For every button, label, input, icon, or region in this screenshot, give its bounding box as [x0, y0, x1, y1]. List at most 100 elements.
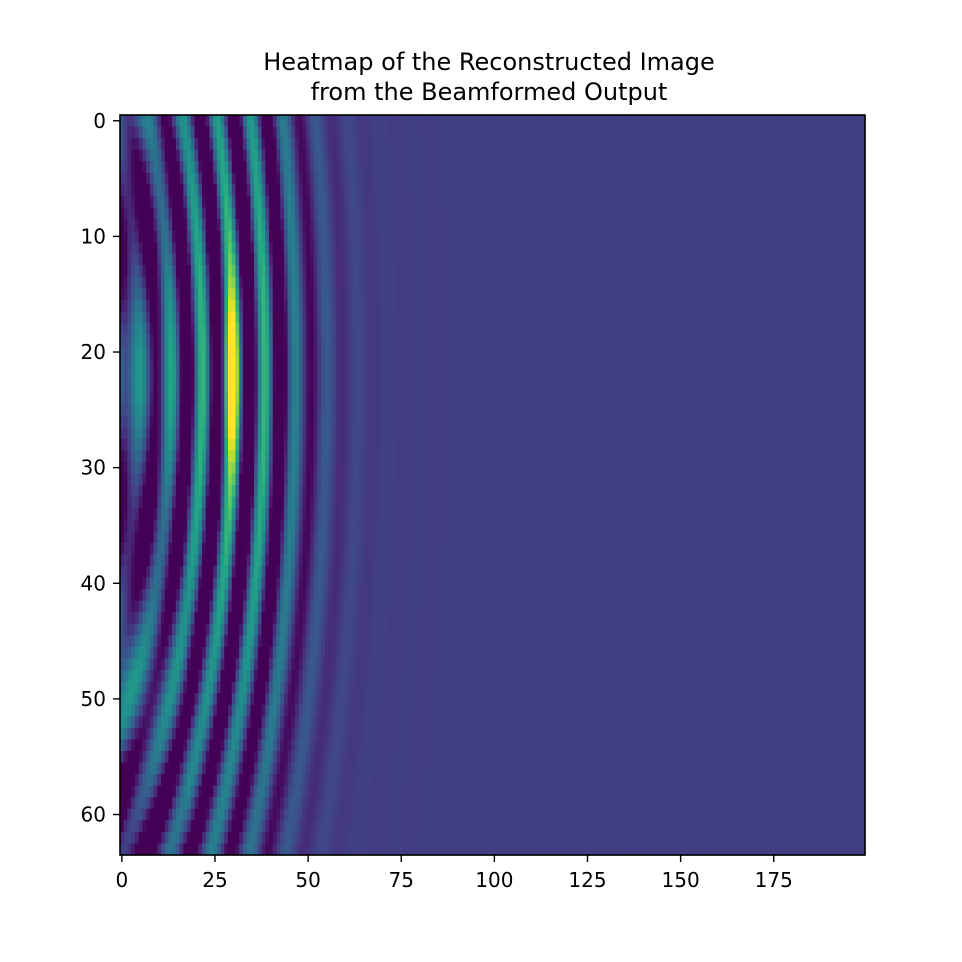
heatmap-cell	[265, 311, 270, 324]
heatmap-cell	[339, 219, 345, 232]
heatmap-cell	[693, 172, 698, 185]
heatmap-cell	[570, 311, 576, 324]
heatmap-cell	[432, 253, 438, 266]
heatmap-cell	[365, 195, 371, 209]
heatmap-cell	[377, 184, 382, 197]
heatmap-cell	[727, 253, 732, 266]
heatmap-cell	[570, 288, 576, 301]
heatmap-cell	[447, 288, 453, 301]
heatmap-cell	[816, 184, 821, 197]
heatmap-cell	[581, 334, 587, 347]
heatmap-cell	[756, 288, 762, 301]
heatmap-cell	[332, 242, 337, 255]
heatmap-cell	[585, 265, 590, 278]
heatmap-cell	[477, 380, 482, 394]
heatmap-cell	[540, 195, 546, 209]
heatmap-cell	[175, 311, 181, 324]
heatmap-cell	[812, 369, 818, 382]
heatmap-cell	[559, 369, 564, 382]
heatmap-cell	[660, 207, 665, 220]
heatmap-cell	[213, 207, 218, 220]
heatmap-cell	[708, 392, 713, 405]
heatmap-cell	[667, 253, 672, 266]
heatmap-cell	[701, 357, 706, 370]
heatmap-cell	[373, 149, 378, 162]
heatmap-cell	[399, 230, 404, 243]
heatmap-cell	[607, 149, 613, 162]
heatmap-cell	[600, 184, 605, 197]
heatmap-cell	[205, 311, 211, 324]
heatmap-cell	[261, 334, 266, 347]
heatmap-cell	[365, 207, 371, 220]
heatmap-cell	[648, 369, 654, 382]
heatmap-cell	[269, 300, 274, 313]
heatmap-cell	[812, 334, 818, 347]
heatmap-cell	[164, 357, 170, 370]
heatmap-cell	[567, 195, 572, 209]
heatmap-cell	[138, 380, 143, 394]
heatmap-cell	[235, 380, 240, 394]
heatmap-cell	[730, 126, 736, 139]
heatmap-cell	[138, 126, 143, 139]
heatmap-cell	[812, 184, 818, 197]
heatmap-cell	[421, 369, 427, 382]
heatmap-cell	[470, 195, 475, 209]
heatmap-cell	[239, 207, 244, 220]
heatmap-cell	[712, 323, 717, 336]
heatmap-cell	[742, 126, 747, 139]
heatmap-cell	[134, 195, 140, 209]
heatmap-cell	[648, 195, 654, 209]
heatmap-cell	[537, 230, 542, 243]
heatmap-cell	[134, 207, 140, 220]
heatmap-cell	[269, 346, 274, 359]
heatmap-cell	[820, 184, 825, 197]
heatmap-cell	[585, 242, 590, 255]
heatmap-cell	[555, 323, 561, 336]
heatmap-cell	[626, 161, 631, 174]
heatmap-cell	[354, 138, 360, 151]
heatmap-cell	[272, 311, 278, 324]
heatmap-cell	[838, 184, 844, 197]
heatmap-cell	[600, 126, 605, 139]
heatmap-cell	[205, 115, 211, 128]
heatmap-cell	[559, 311, 564, 324]
heatmap-cell	[224, 392, 229, 405]
heatmap-cell	[339, 195, 345, 209]
heatmap-cell	[794, 184, 799, 197]
heatmap-cell	[555, 172, 561, 185]
heatmap-cell	[470, 172, 475, 185]
heatmap-cell	[228, 161, 233, 174]
heatmap-cell	[250, 323, 255, 336]
heatmap-cell	[395, 161, 400, 174]
heatmap-cell	[336, 195, 341, 209]
heatmap-cell	[619, 184, 624, 197]
heatmap-cell	[499, 276, 505, 290]
heatmap-cell	[365, 161, 371, 174]
heatmap-cell	[615, 242, 620, 255]
heatmap-cell	[786, 230, 792, 243]
heatmap-cell	[194, 115, 199, 128]
heatmap-cell	[526, 300, 531, 313]
heatmap-cell	[458, 357, 464, 370]
heatmap-cell	[399, 380, 404, 394]
heatmap-cell	[183, 172, 188, 185]
heatmap-cell	[861, 126, 866, 139]
heatmap-cell	[716, 253, 721, 266]
heatmap-cell	[857, 161, 862, 174]
heatmap-cell	[339, 230, 345, 243]
heatmap-cell	[440, 253, 445, 266]
heatmap-cell	[362, 126, 367, 139]
heatmap-cell	[146, 253, 151, 266]
heatmap-cell	[783, 323, 788, 336]
heatmap-cell	[745, 357, 751, 370]
heatmap-cell	[220, 161, 225, 174]
heatmap-cell	[604, 207, 609, 220]
heatmap-cell	[771, 138, 777, 151]
heatmap-cell	[704, 276, 710, 290]
heatmap-cell	[790, 323, 795, 336]
heatmap-cell	[596, 253, 602, 266]
heatmap-cell	[861, 253, 866, 266]
heatmap-cell	[306, 288, 311, 301]
heatmap-cell	[730, 334, 736, 347]
heatmap-cell	[317, 253, 322, 266]
